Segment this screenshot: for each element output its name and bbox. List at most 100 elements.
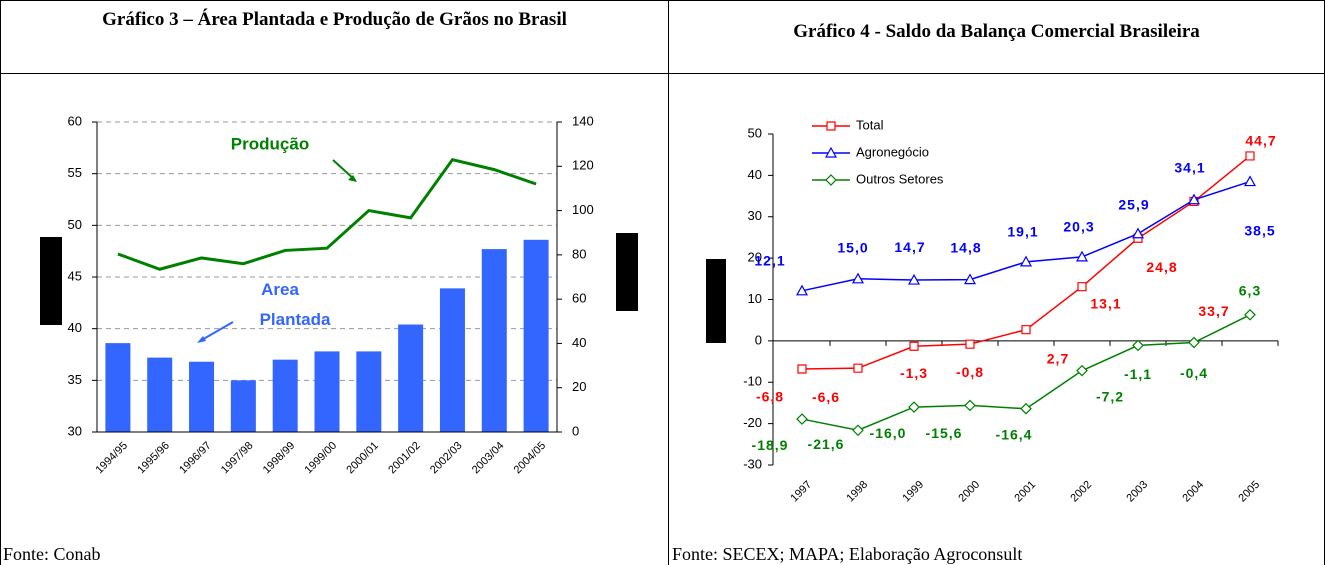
y-tick-label: -10 <box>743 374 762 389</box>
data-label: 24,8 <box>1146 259 1177 275</box>
x-tick-label: 2000 <box>956 479 982 505</box>
marker <box>1131 227 1145 239</box>
data-label: 14,7 <box>894 239 925 255</box>
x-tick-label: 2004/05 <box>512 440 549 477</box>
data-label: -0,8 <box>956 364 984 380</box>
x-tick-label: 1997/98 <box>219 440 256 477</box>
y2-tick-label: 60 <box>572 291 586 306</box>
arrow-head <box>197 336 206 343</box>
bar <box>230 380 256 432</box>
border <box>668 73 669 565</box>
bar <box>523 239 549 432</box>
annotation: Produção <box>231 134 309 153</box>
bar <box>189 361 215 432</box>
y-tick-label: 60 <box>68 113 82 128</box>
data-label: 13,1 <box>1090 295 1121 311</box>
x-tick-label: 1998/99 <box>261 440 298 477</box>
y-tick-label: 20 <box>748 250 762 265</box>
data-label: 14,8 <box>950 239 981 255</box>
data-label: 20,3 <box>1063 219 1094 235</box>
line <box>117 157 537 271</box>
y-tick-label: -30 <box>743 456 762 471</box>
data-label: -16,0 <box>870 425 907 441</box>
x-tick-label: 2002 <box>1068 479 1094 505</box>
marker <box>1243 175 1257 187</box>
data-label: 38,5 <box>1244 222 1275 238</box>
data-label: -7,2 <box>1096 388 1124 404</box>
y-tick-label: 50 <box>748 125 762 140</box>
data-label: -18,9 <box>752 437 789 453</box>
marker <box>909 341 919 351</box>
y2-tick-label: 120 <box>572 158 594 173</box>
x-tick-label: 2001/02 <box>386 440 423 477</box>
y2-tick-label: 20 <box>572 379 586 394</box>
data-label: -6,8 <box>756 389 784 405</box>
y-tick-label: 30 <box>68 423 82 438</box>
marker <box>797 364 807 374</box>
x-tick-label: 2000/01 <box>344 440 381 477</box>
redaction <box>616 233 638 311</box>
marker <box>907 273 921 285</box>
marker <box>1020 402 1032 415</box>
data-label: -21,6 <box>808 436 845 452</box>
marker <box>963 273 977 285</box>
data-label: -1,1 <box>1124 366 1152 382</box>
x-tick-label: 2002/03 <box>428 440 465 477</box>
data-label: -6,6 <box>812 389 840 405</box>
y2-tick-label: 40 <box>572 335 586 350</box>
marker <box>1021 325 1031 335</box>
x-tick-label: 1999/00 <box>303 440 340 477</box>
marker <box>1244 308 1256 321</box>
border <box>0 73 1 565</box>
legend-marker <box>826 121 836 131</box>
bar <box>314 351 340 432</box>
marker <box>795 284 809 296</box>
x-tick-label: 2004 <box>1180 479 1206 505</box>
marker <box>1077 282 1087 292</box>
bar <box>481 249 507 432</box>
arrow <box>199 321 234 342</box>
y-tick-label: 40 <box>748 167 762 182</box>
y-tick-label: 0 <box>755 332 762 347</box>
annotation: Area Plantada <box>260 280 331 329</box>
x-tick-label: 2003/04 <box>470 440 507 477</box>
data-label: -15,6 <box>926 425 963 441</box>
data-label: 44,7 <box>1245 133 1276 149</box>
bar <box>272 359 298 432</box>
redaction <box>706 259 726 343</box>
x-tick-label: 1997 <box>788 479 814 505</box>
marker <box>851 272 865 284</box>
marker <box>965 339 975 349</box>
legend-label: Outros Setores <box>856 171 944 186</box>
source: Fonte: Conab <box>3 544 101 564</box>
x-tick-label: 1996/97 <box>177 440 214 477</box>
marker <box>1187 193 1201 205</box>
redaction <box>40 237 62 325</box>
x-tick-label: 2005 <box>1236 479 1262 505</box>
y-tick-label: 45 <box>68 268 82 283</box>
y-tick-label: 30 <box>748 208 762 223</box>
bar <box>356 351 382 432</box>
data-label: -1,3 <box>900 365 928 381</box>
data-label: 2,7 <box>1047 350 1069 366</box>
data-label: 25,9 <box>1118 196 1149 212</box>
data-label: -16,4 <box>996 426 1033 442</box>
marker <box>1075 250 1089 262</box>
data-label: 12,1 <box>754 253 785 269</box>
x-tick-label: 2001 <box>1012 479 1038 505</box>
marker <box>1076 364 1088 377</box>
data-label: 33,7 <box>1198 303 1229 319</box>
bar <box>398 324 424 432</box>
x-tick-label: 1994/95 <box>93 440 130 477</box>
y2-tick-label: 140 <box>572 113 594 128</box>
legend-label: Agronegócio <box>856 144 929 159</box>
marker <box>908 401 920 413</box>
marker <box>1245 151 1255 161</box>
bar <box>105 343 131 432</box>
bar <box>147 357 173 432</box>
data-label: 34,1 <box>1174 159 1205 175</box>
y-tick-label: 55 <box>68 165 82 180</box>
data-label: 6,3 <box>1239 283 1261 299</box>
